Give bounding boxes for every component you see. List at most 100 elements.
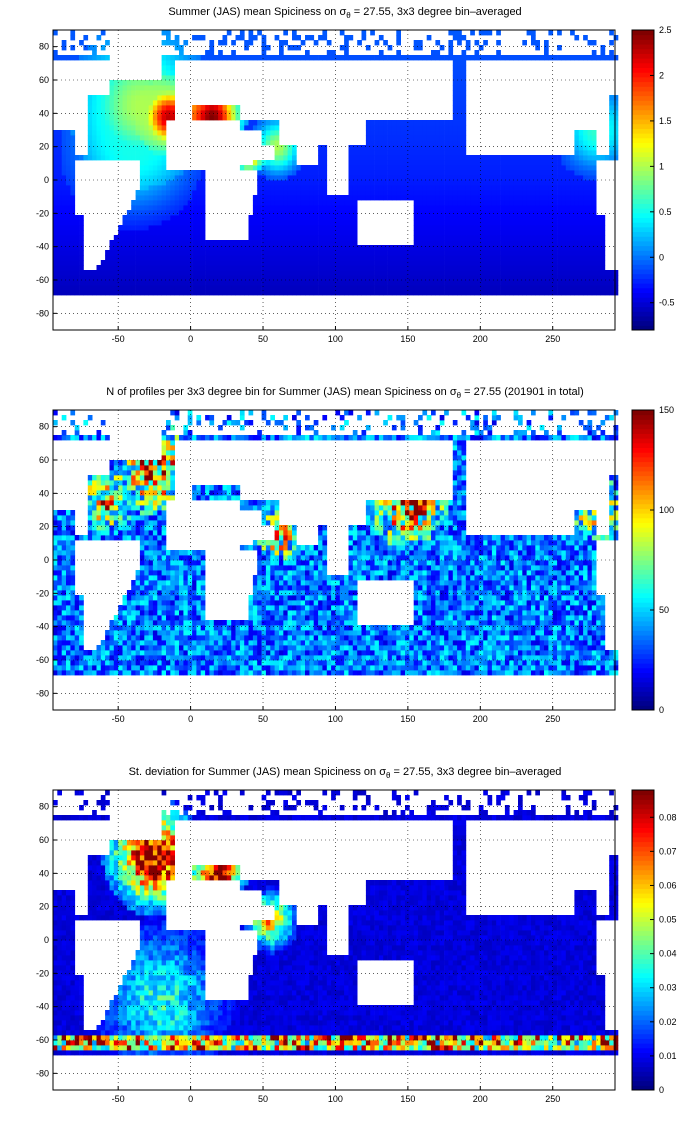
heat-cell (248, 235, 254, 241)
heat-cell (148, 165, 154, 171)
heat-cell (448, 55, 454, 61)
heat-cell (265, 45, 271, 51)
heat-cell (491, 275, 497, 281)
heat-cell (587, 270, 593, 276)
heat-cell (74, 670, 80, 676)
heat-cell (491, 290, 497, 296)
heat-cell (61, 645, 67, 651)
heat-cell (426, 645, 432, 651)
heat-cell (322, 645, 328, 651)
heat-cell (583, 210, 588, 216)
heat-cell (187, 250, 193, 256)
heat-cell (270, 215, 275, 221)
heat-cell (452, 175, 458, 181)
heat-cell (218, 115, 223, 121)
heat-cell (461, 275, 467, 281)
heat-cell (444, 255, 449, 261)
heat-cell (405, 280, 410, 286)
heat-cell (274, 230, 280, 236)
heat-cell (431, 120, 436, 126)
heat-cell (370, 145, 375, 151)
heat-cell (274, 275, 280, 281)
heat-cell (461, 150, 467, 156)
heat-cell (318, 200, 323, 206)
heat-cell (139, 235, 145, 241)
heat-cell (474, 260, 480, 266)
heat-cell (452, 65, 458, 71)
heat-cell (565, 215, 571, 221)
heat-cell (409, 170, 414, 176)
heat-cell (383, 175, 388, 181)
heat-cell (287, 200, 293, 206)
heat-cell (126, 645, 132, 651)
heat-cell (474, 670, 480, 676)
heat-cell (296, 215, 301, 221)
heat-cell (87, 110, 93, 116)
heat-cell (561, 165, 567, 171)
heat-cell (148, 280, 154, 286)
heat-cell (435, 635, 441, 641)
heat-cell (578, 155, 584, 161)
heat-cell (565, 255, 571, 261)
heat-cell (548, 245, 554, 251)
heat-cell (444, 265, 449, 271)
heat-cell (66, 265, 71, 271)
heat-cell (183, 190, 189, 196)
colorbar-segment (632, 184, 654, 190)
heat-cell (457, 195, 462, 201)
heat-cell (413, 260, 419, 266)
heat-cell (400, 650, 406, 656)
heat-cell (391, 275, 397, 281)
heat-cell (491, 190, 497, 196)
heat-cell (322, 35, 328, 41)
heat-cell (591, 210, 597, 216)
heat-cell (296, 650, 301, 656)
heat-cell (113, 260, 119, 266)
heat-cell (283, 145, 288, 151)
heat-cell (474, 635, 480, 641)
heat-cell (452, 665, 458, 671)
heat-cell (305, 165, 310, 171)
heat-cell (383, 190, 388, 196)
heat-cell (465, 225, 471, 231)
heat-cell (305, 245, 310, 251)
heat-cell (591, 50, 597, 56)
heat-cell (500, 285, 506, 291)
heat-cell (600, 665, 606, 671)
heat-cell (105, 670, 110, 676)
heat-cell (526, 650, 532, 656)
heat-cell (504, 235, 510, 241)
heat-cell (344, 660, 349, 666)
heat-cell (209, 250, 215, 256)
colorbar-tick-label: 1 (659, 161, 664, 171)
heat-cell (591, 215, 597, 221)
heat-cell (235, 275, 241, 281)
heat-cell (192, 205, 197, 211)
heat-cell (196, 185, 202, 191)
heat-cell (126, 145, 132, 151)
heat-cell (552, 250, 558, 256)
heat-cell (274, 670, 280, 676)
chart-title: Summer (JAS) mean Spiciness on σθ = 27.5… (168, 6, 522, 21)
heat-cell (461, 635, 467, 641)
heat-cell (170, 95, 175, 101)
heat-cell (300, 250, 306, 256)
heat-cell (370, 170, 375, 176)
heat-cell (444, 185, 449, 191)
heat-cell (426, 655, 432, 661)
heat-cell (413, 235, 419, 241)
heat-cell (378, 140, 384, 146)
heat-cell (444, 635, 449, 641)
heat-cell (257, 120, 262, 126)
heat-cell (313, 665, 319, 671)
heat-cell (300, 205, 306, 211)
heat-cell (518, 660, 523, 666)
heat-cell (109, 655, 115, 661)
heat-cell (53, 645, 58, 651)
heat-cell (170, 660, 175, 666)
heat-cell (578, 150, 584, 156)
heat-cell (105, 655, 110, 661)
heat-cell (444, 180, 449, 186)
heat-cell (292, 55, 297, 61)
heat-cell (470, 155, 475, 161)
